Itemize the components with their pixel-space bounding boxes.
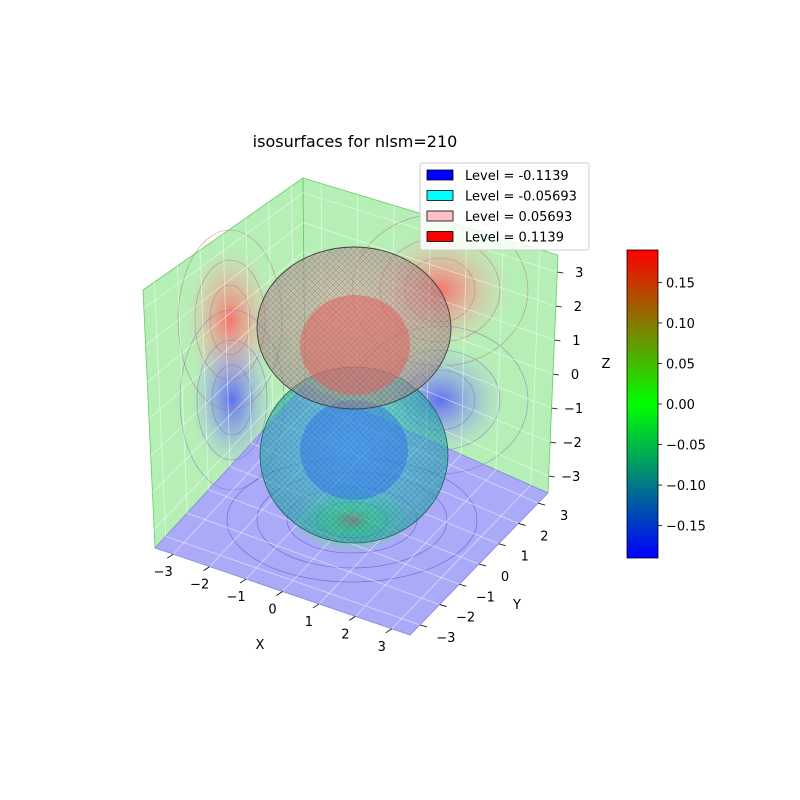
z-tick-0	[548, 475, 555, 478]
y-tick-label-3: 0	[501, 570, 509, 585]
x-tick-5	[349, 616, 356, 621]
z-tick-4	[554, 339, 561, 342]
colorbar-tick-label-6: 0.15	[666, 276, 695, 291]
y-tick-label-0: −3	[436, 631, 455, 646]
legend-label-1: Level = -0.05693	[465, 190, 577, 205]
y-tick-1	[439, 604, 447, 607]
colorbar-bar	[626, 249, 659, 559]
z-axis-label: Z	[602, 357, 611, 372]
z-tick-label-6: 3	[575, 266, 583, 281]
x-axis: −3 −2 −1 0 1 2 3	[154, 553, 393, 655]
z-tick-label-4: 1	[572, 334, 580, 349]
isosurface-positive-inner	[300, 295, 410, 395]
legend-label-2: Level = 0.05693	[465, 210, 572, 225]
z-tick-1	[550, 441, 557, 444]
grid-line-z-4	[147, 251, 555, 383]
y-tick-label-2: −1	[476, 590, 495, 605]
y-axis-label: Y	[512, 598, 521, 613]
x-tick-label-2: −1	[226, 590, 245, 605]
x-tick-6	[385, 628, 393, 634]
y-tick-5	[518, 523, 526, 526]
z-tick-3	[552, 373, 560, 376]
z-tick-label-5: 2	[574, 300, 582, 315]
legend-frame	[419, 162, 590, 251]
isosurface-negative-inner	[300, 400, 408, 500]
legend-label-0: Level = -0.1139	[465, 169, 569, 184]
legend-swatch-3	[426, 231, 454, 242]
chart-title: isosurfaces for nlsm=210	[253, 132, 458, 151]
y-tick-label-6: 3	[560, 509, 568, 524]
legend-swatch-2	[426, 210, 454, 222]
legend: Level = -0.1139 Level = -0.05693 Level = 0…	[419, 162, 590, 251]
y-tick-2	[459, 583, 467, 587]
x-tick-4	[312, 603, 320, 609]
z-tick-6	[557, 271, 564, 274]
z-tick-label-2: −1	[564, 402, 583, 417]
y-tick-label-4: 1	[521, 550, 529, 565]
y-tick-0	[419, 624, 427, 628]
z-tick-label-0: −3	[561, 470, 580, 485]
y-tick-4	[498, 543, 506, 547]
colorbar-tick-label-5: 0.10	[666, 317, 695, 332]
grid-line-y-0	[165, 535, 420, 626]
y-tick-label-1: −2	[456, 611, 475, 626]
x-axis-label: X	[256, 638, 265, 653]
x-tick-3	[276, 591, 283, 596]
isosurfaces	[256, 246, 452, 544]
x-tick-0	[166, 553, 174, 559]
colorbar-tick-label-0: −0.15	[666, 520, 706, 535]
z-axis: −3 −2 −1 0 1 2 3	[548, 266, 583, 485]
grid-line-z-5	[145, 221, 556, 346]
legend-label-3: Level = 0.1139	[465, 231, 564, 246]
legend-swatch-1	[426, 190, 454, 201]
colorbar-tick-label-3: 0.00	[666, 398, 695, 413]
z-tick-5	[555, 305, 562, 308]
x-tick-label-1: −2	[190, 578, 209, 593]
x-tick-label-3: 0	[268, 603, 276, 618]
x-tick-label-5: 2	[341, 627, 349, 642]
x-tick-1	[203, 566, 210, 571]
grid-line-y-1	[187, 512, 440, 605]
z-tick-2	[551, 407, 558, 410]
legend-swatch-0	[426, 169, 454, 181]
x-tick-label-6: 3	[378, 640, 386, 655]
x-tick-label-4: 1	[305, 615, 313, 630]
colorbar-tick-label-1: −0.10	[666, 479, 706, 494]
y-tick-label-5: 2	[540, 529, 548, 544]
colorbar-tick-label-4: 0.05	[666, 357, 695, 372]
z-tick-label-1: −2	[563, 436, 582, 451]
y-tick-6	[538, 502, 546, 506]
z-tick-label-3: 0	[571, 368, 579, 383]
colorbar: −0.15 −0.10 −0.05 0.00 0.05 0.10 0.15	[626, 249, 706, 559]
colorbar-tick-label-2: −0.05	[666, 439, 706, 454]
y-tick-3	[478, 563, 487, 567]
x-tick-2	[239, 578, 247, 584]
x-tick-label-0: −3	[154, 565, 173, 580]
isosurface-negative-outer-mesh	[260, 367, 448, 543]
